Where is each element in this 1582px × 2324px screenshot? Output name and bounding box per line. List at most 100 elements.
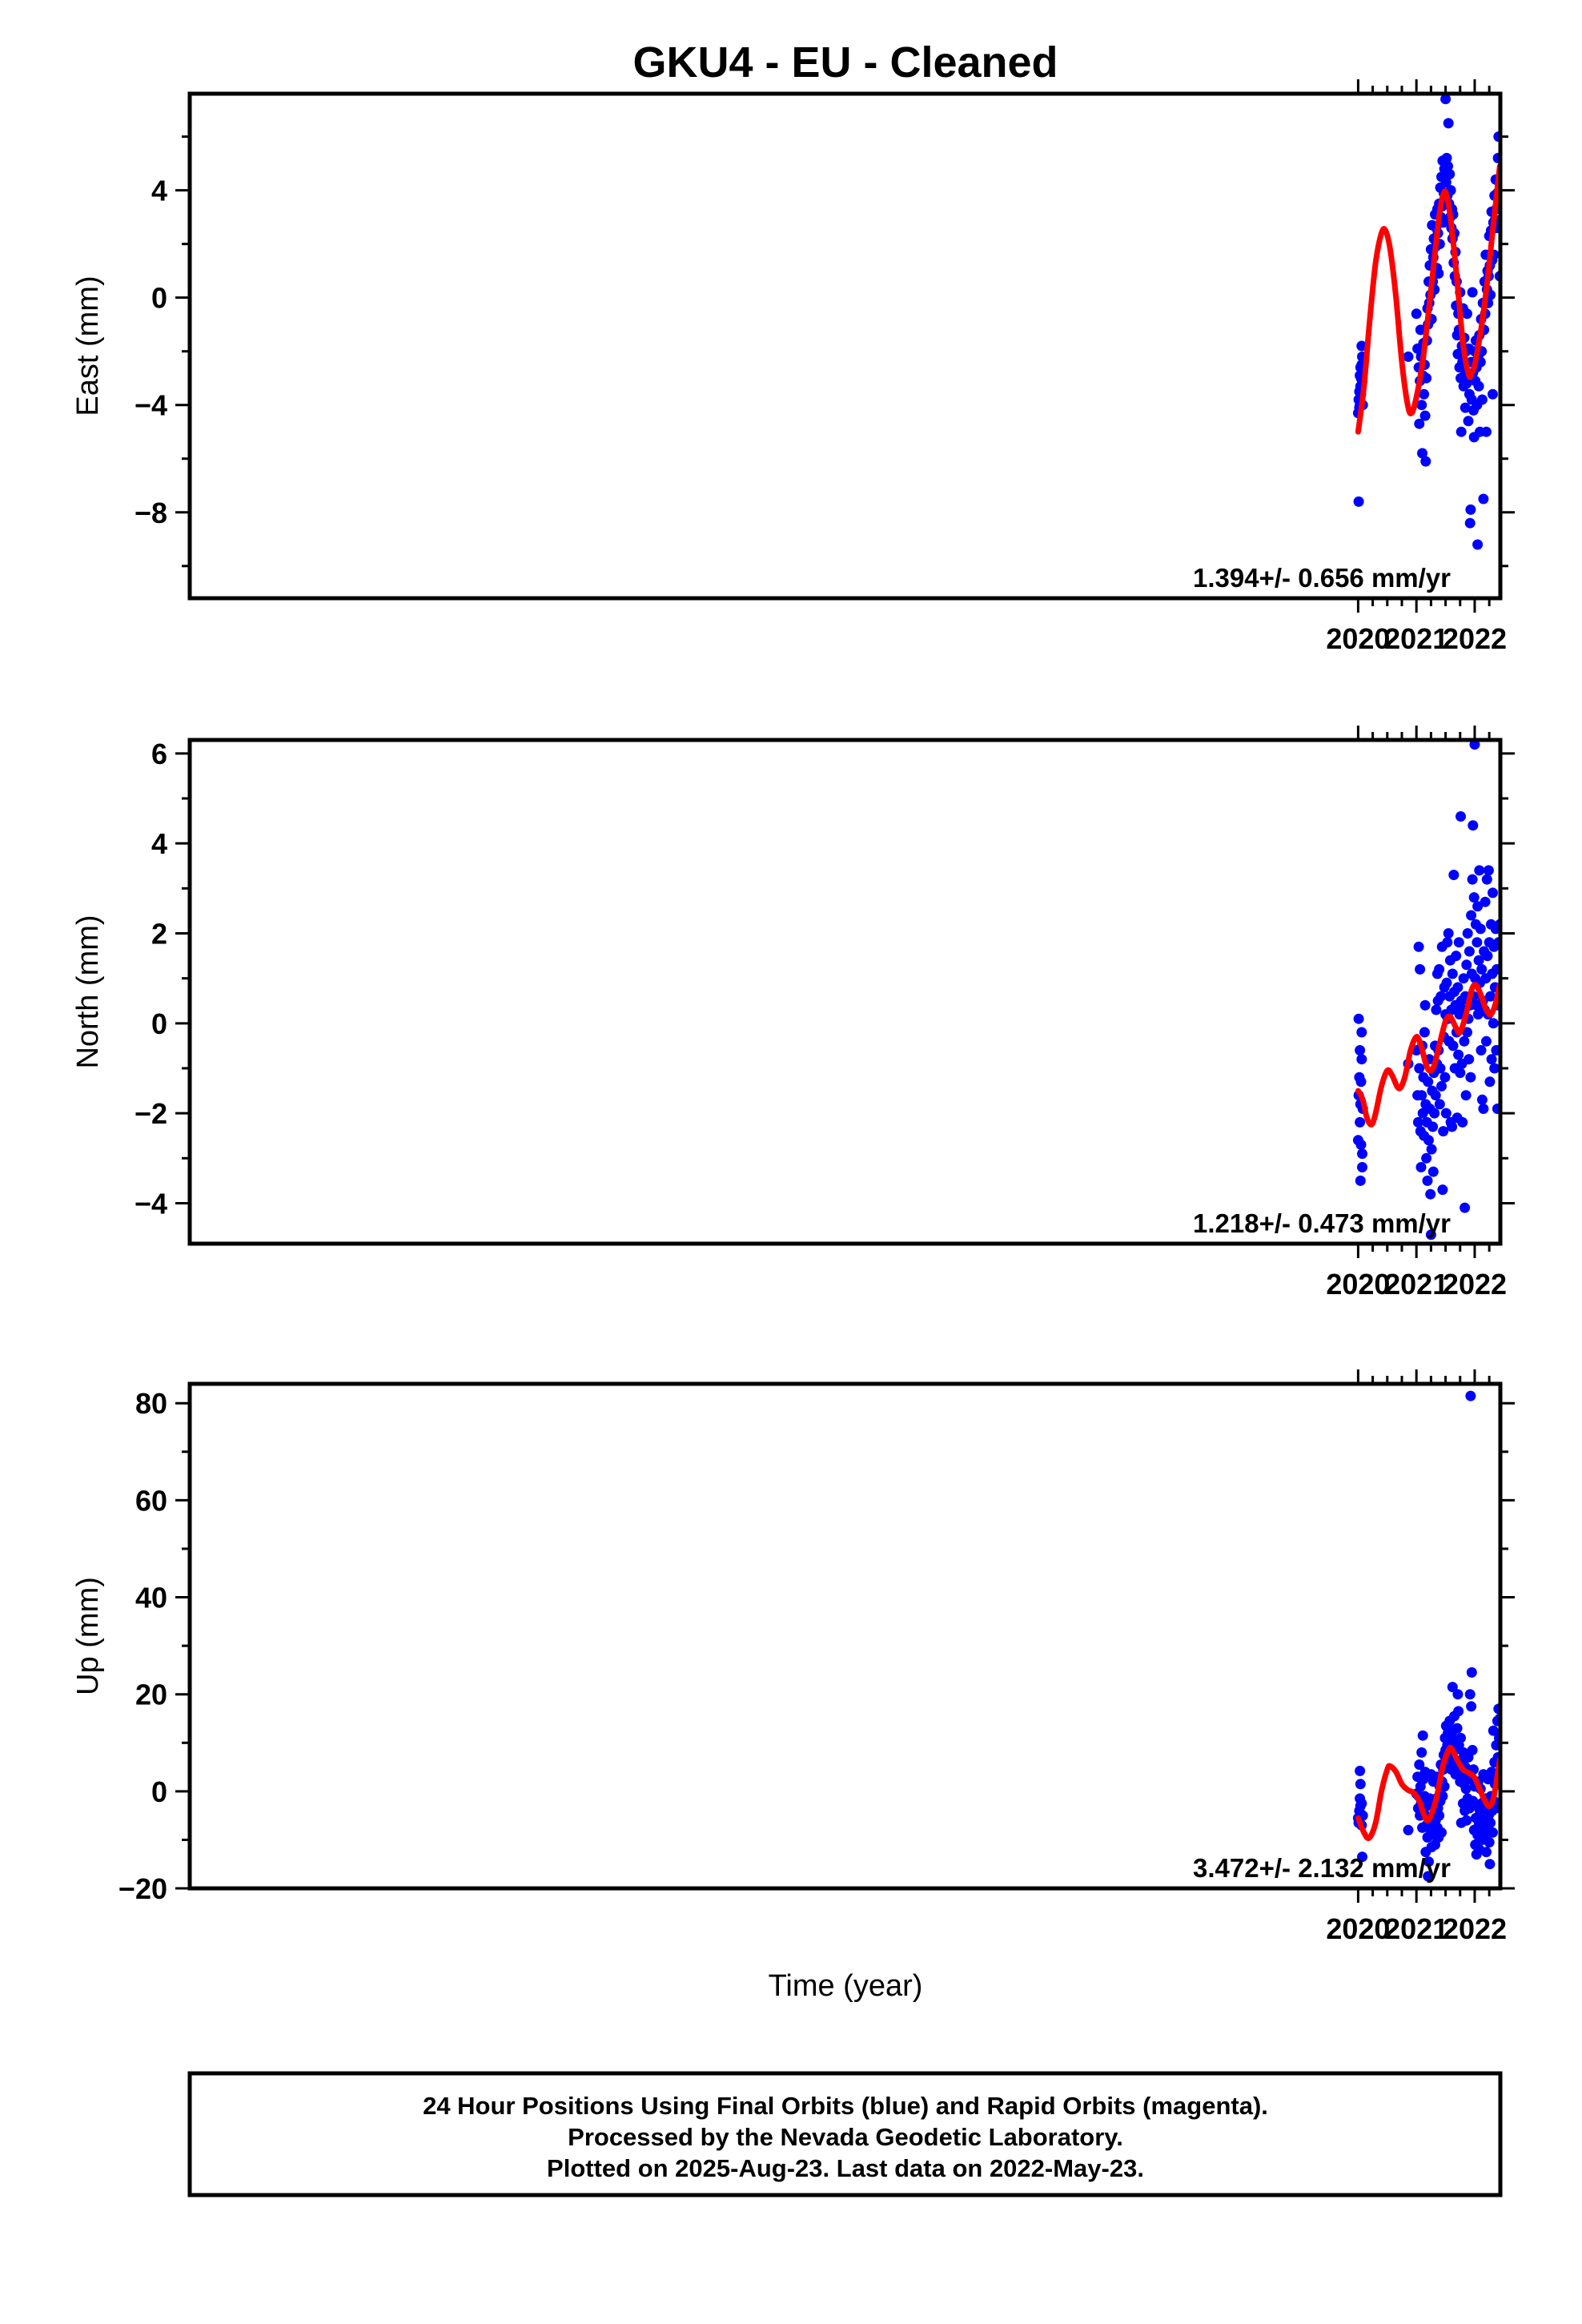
north-data-point [1480, 896, 1491, 907]
north-data-point [1419, 1027, 1430, 1038]
up-x-tick-label: 2020 [1326, 1912, 1390, 1945]
north-data-point [1437, 1184, 1448, 1196]
east-data-point [1462, 308, 1472, 320]
north-data-point [1456, 811, 1466, 822]
up-y-axis-title: Up (mm) [71, 1577, 105, 1695]
up-data-point [1436, 1827, 1447, 1838]
east-data-point [1420, 456, 1431, 467]
north-data-point [1473, 955, 1484, 966]
north-data-point [1484, 1076, 1496, 1088]
east-data-point [1433, 268, 1444, 279]
up-data-point [1357, 1852, 1367, 1863]
up-data-point [1467, 1744, 1478, 1755]
up-data-point [1484, 1837, 1495, 1848]
x-axis-title: Time (year) [769, 1969, 923, 2003]
north-data-point [1355, 1139, 1367, 1150]
east-data-point [1464, 517, 1476, 529]
up-plot-frame [187, 1381, 1503, 1891]
up-data-point [1466, 1701, 1477, 1712]
north-data-point [1427, 1166, 1439, 1177]
north-data-point [1434, 1099, 1445, 1110]
north-data-point [1443, 928, 1454, 939]
east-data-point [1414, 418, 1425, 429]
east-data-point [1441, 152, 1452, 163]
north-data-point [1459, 1035, 1470, 1047]
north-data-point [1472, 937, 1483, 948]
north-data-point [1488, 887, 1498, 899]
north-data-point [1438, 1126, 1449, 1137]
north-data-point [1475, 923, 1486, 935]
up-data-point [1453, 1706, 1464, 1717]
east-plot-frame [187, 91, 1503, 601]
east-data-point [1415, 324, 1426, 336]
up-data-point [1484, 1859, 1496, 1870]
east-data-point [1443, 118, 1454, 129]
north-data-point [1429, 1108, 1440, 1119]
north-data-point [1430, 1090, 1441, 1101]
north-data-point [1492, 963, 1500, 975]
north-data-point [1474, 865, 1485, 876]
up-model-curve [1355, 1744, 1500, 1841]
north-data-point [1441, 977, 1452, 988]
north-data-point [1462, 928, 1473, 939]
up-data-point [1355, 1765, 1366, 1776]
up-data-point [1403, 1824, 1414, 1835]
east-data-point [1411, 308, 1422, 320]
east-data-point [1472, 539, 1484, 550]
north-data-point [1466, 910, 1477, 921]
up-rate-annotation: 3.472+/- 2.132 mm/yr [1193, 1853, 1451, 1883]
north-plot-frame [187, 738, 1503, 1246]
north-data-point [1412, 1116, 1423, 1128]
east-data-point [1440, 94, 1452, 105]
up-y-tick-label: 60 [135, 1484, 167, 1517]
east-y-axis-title: East (mm) [71, 275, 105, 416]
north-data-point [1436, 1080, 1447, 1092]
north-x-tick-label: 2020 [1326, 1268, 1390, 1301]
up-data-point [1452, 1723, 1463, 1734]
east-data-point [1353, 496, 1364, 507]
east-data-point [1463, 416, 1474, 427]
north-data-point [1468, 820, 1479, 831]
up-data-point [1488, 1827, 1498, 1838]
east-y-tick-label: 4 [151, 175, 167, 207]
north-data-point [1453, 937, 1464, 948]
north-data-point [1476, 963, 1488, 975]
north-data-point [1488, 1018, 1499, 1029]
north-data-point [1357, 1162, 1367, 1172]
north-rate-annotation: 1.218+/- 0.473 mm/yr [1193, 1208, 1451, 1238]
north-data-point [1421, 1152, 1432, 1164]
north-data-point [1476, 1045, 1487, 1055]
north-data-point [1357, 1148, 1367, 1160]
north-data-point [1452, 982, 1464, 993]
north-data-point [1492, 1104, 1500, 1114]
north-data-point [1447, 968, 1458, 979]
north-data-point [1431, 1004, 1442, 1015]
north-data-point [1419, 999, 1431, 1011]
north-data-point [1425, 1188, 1436, 1200]
north-x-tick-label: 2021 [1384, 1268, 1448, 1301]
north-data-point [1356, 1054, 1367, 1065]
north-data-point [1472, 901, 1484, 912]
north-data-point [1481, 1035, 1492, 1047]
east-y-tick-label: −8 [135, 497, 167, 529]
east-data-point [1456, 426, 1467, 437]
north-y-tick-label: 0 [151, 1007, 167, 1040]
up-data-point [1461, 1815, 1472, 1826]
north-data-point [1447, 1121, 1458, 1132]
north-data-point [1462, 1027, 1472, 1038]
north-data-point [1355, 1116, 1366, 1128]
east-data-point [1444, 169, 1456, 179]
north-data-point [1481, 874, 1492, 885]
up-data-point [1481, 1847, 1492, 1858]
east-x-tick-label: 2022 [1443, 622, 1507, 655]
up-data-point [1447, 1682, 1458, 1693]
footer-line-3: Plotted on 2025-Aug-23. Last data on 202… [547, 2154, 1144, 2182]
north-data-point [1464, 1054, 1475, 1065]
north-data-point [1423, 1076, 1434, 1088]
east-data-point [1488, 388, 1498, 400]
east-data-point [1419, 388, 1430, 400]
east-data-point [1403, 351, 1414, 362]
